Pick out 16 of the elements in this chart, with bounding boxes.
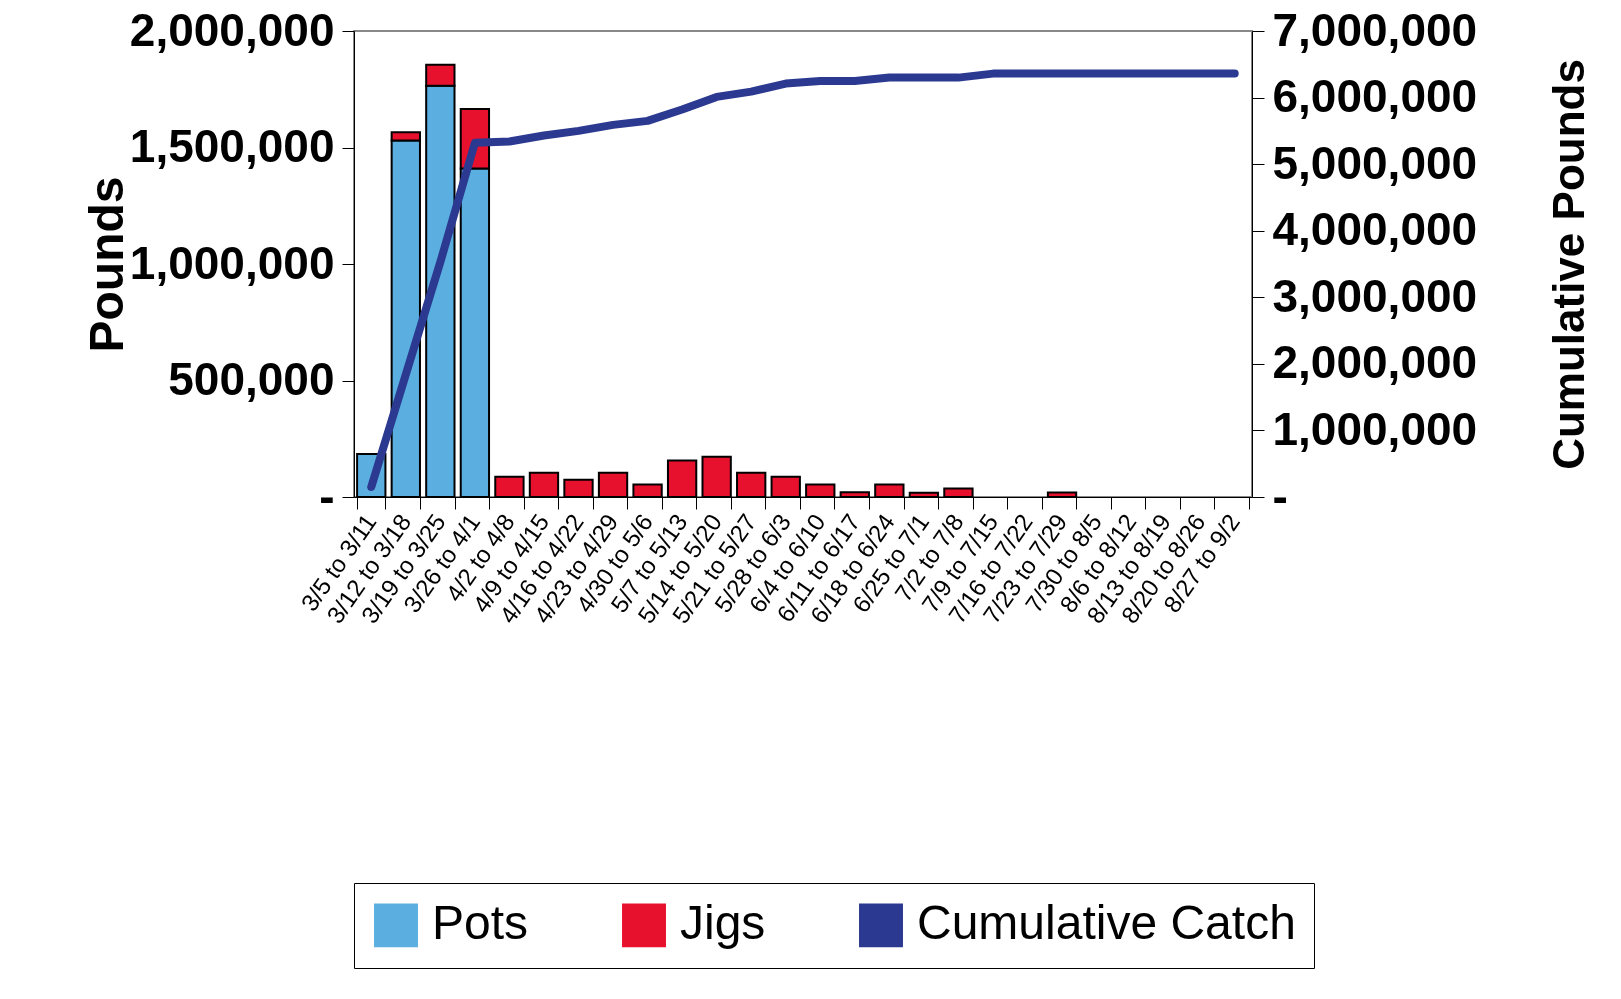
legend-label: Jigs: [680, 896, 766, 950]
y2-axis-title: Cumulative Pounds: [1543, 59, 1593, 470]
y2-tick-label: 5,000,000: [1272, 136, 1478, 189]
y-tick-label: -: [319, 469, 335, 522]
y2-tick-label: 3,000,000: [1272, 269, 1478, 322]
y2-tick-label: 4,000,000: [1272, 203, 1478, 256]
y2-tick-label: 2,000,000: [1272, 336, 1478, 389]
legend-label: Pots: [432, 896, 529, 950]
y2-tick-label: 7,000,000: [1272, 3, 1478, 56]
y-tick-label: 500,000: [168, 353, 335, 405]
y-tick-label: 1,500,000: [129, 120, 335, 172]
legend-label: Cumulative Catch: [917, 896, 1296, 950]
y2-tick-label: 6,000,000: [1272, 70, 1478, 123]
y-tick-label: 2,000,000: [129, 3, 335, 56]
y2-tick-label: 1,000,000: [1272, 402, 1478, 455]
y2-tick-label: -: [1272, 469, 1288, 522]
